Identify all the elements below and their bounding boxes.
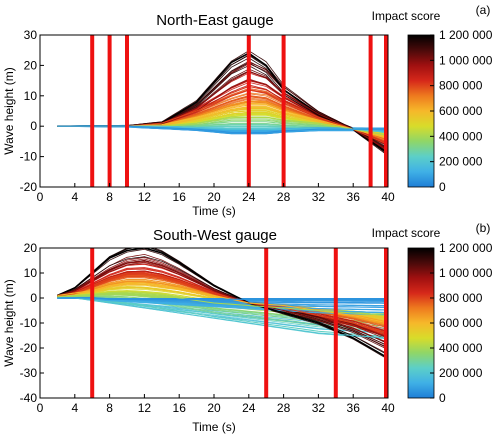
x-tick-label: 20 [207, 401, 221, 415]
colorbar-tick-label: 200 000 [439, 366, 483, 380]
x-tick-label: 32 [312, 401, 326, 415]
colorbar-tick-label: 800 000 [439, 79, 483, 93]
x-tick-label: 4 [71, 190, 78, 204]
x-tick-label: 12 [138, 401, 152, 415]
series-line-representative [57, 297, 388, 300]
x-tick-label: 24 [242, 401, 256, 415]
chart-panel-north-east: North-East gauge (a) 0 4 8 12 16 20 24 28 32 36 40 -2… [2, 3, 493, 218]
colorbar-label: Impact score [372, 226, 441, 240]
series-line [57, 297, 388, 338]
x-tick-label: 24 [242, 190, 256, 204]
y-tick-label: 0 [30, 119, 37, 133]
y-tick-label: 30 [24, 28, 38, 42]
series-line [57, 256, 388, 360]
y-tick-label: 10 [24, 89, 38, 103]
x-tick-label: 0 [37, 401, 44, 415]
series-line-representative [57, 297, 388, 339]
series-group [57, 50, 388, 157]
colorbar-tick-label: 1 200 000 [439, 241, 493, 255]
colorbar [407, 34, 435, 188]
colorbar-tick-label: 600 000 [439, 104, 483, 118]
x-tick-label: 28 [277, 401, 291, 415]
colorbar-tick-label: 1 000 000 [439, 53, 493, 67]
x-tick-label: 8 [106, 190, 113, 204]
y-tick-label: -30 [20, 366, 38, 380]
x-tick-label: 32 [312, 190, 326, 204]
y-tick-label: 20 [24, 241, 38, 255]
x-tick-label: 40 [381, 401, 395, 415]
chart-panel-south-west: South-West gauge (b) 0 4 8 12 16 20 24 28 32 36 40 -4… [2, 221, 493, 434]
series-line-representative [57, 292, 388, 317]
x-tick-label: 8 [106, 401, 113, 415]
series-line [57, 86, 388, 144]
chart-title: North-East gauge [156, 12, 274, 29]
y-axis-label: Wave height (m) [2, 279, 16, 367]
series-line-representative [57, 272, 388, 334]
x-tick-label: 16 [173, 401, 187, 415]
colorbar-tick-label: 400 000 [439, 129, 483, 143]
colorbar-tick-label: 0 [439, 391, 446, 405]
y-tick-label: 20 [24, 58, 38, 72]
x-tick-label: 16 [173, 190, 187, 204]
panel-label: (a) [476, 3, 491, 17]
y-tick-label: -20 [20, 341, 38, 355]
x-tick-label: 40 [381, 190, 395, 204]
colorbar-label: Impact score [372, 9, 441, 23]
panel-label: (b) [476, 221, 491, 235]
x-tick-label: 20 [207, 190, 221, 204]
x-axis-label: Time (s) [192, 204, 236, 218]
colorbar-tick-label: 200 000 [439, 155, 483, 169]
x-tick-label: 4 [71, 401, 78, 415]
x-axis-label: Time (s) [192, 420, 236, 434]
colorbar-tick-label: 600 000 [439, 316, 483, 330]
colorbar-tick-label: 400 000 [439, 341, 483, 355]
x-tick-label: 12 [138, 190, 152, 204]
series-line-representative [57, 248, 388, 359]
colorbar-tick-label: 1 200 000 [439, 28, 493, 42]
y-tick-label: 0 [30, 291, 37, 305]
chart-title: South-West gauge [153, 227, 277, 244]
colorbar-tick-label: 0 [439, 180, 446, 194]
series-group [57, 248, 388, 360]
colorbar-tick-label: 800 000 [439, 291, 483, 305]
x-tick-label: 0 [37, 190, 44, 204]
x-tick-label: 28 [277, 190, 291, 204]
y-tick-label: -20 [20, 180, 38, 194]
x-tick-label: 36 [347, 401, 361, 415]
y-tick-label: -40 [20, 391, 38, 405]
colorbar [407, 247, 435, 399]
colorbar-tick-label: 1 000 000 [439, 266, 493, 280]
series-line-representative [57, 125, 388, 133]
y-tick-label: -10 [20, 150, 38, 164]
x-tick-label: 36 [347, 190, 361, 204]
y-axis-label: Wave height (m) [2, 67, 16, 155]
y-tick-label: 10 [24, 266, 38, 280]
series-line-representative [57, 259, 388, 344]
y-tick-label: -10 [20, 316, 38, 330]
